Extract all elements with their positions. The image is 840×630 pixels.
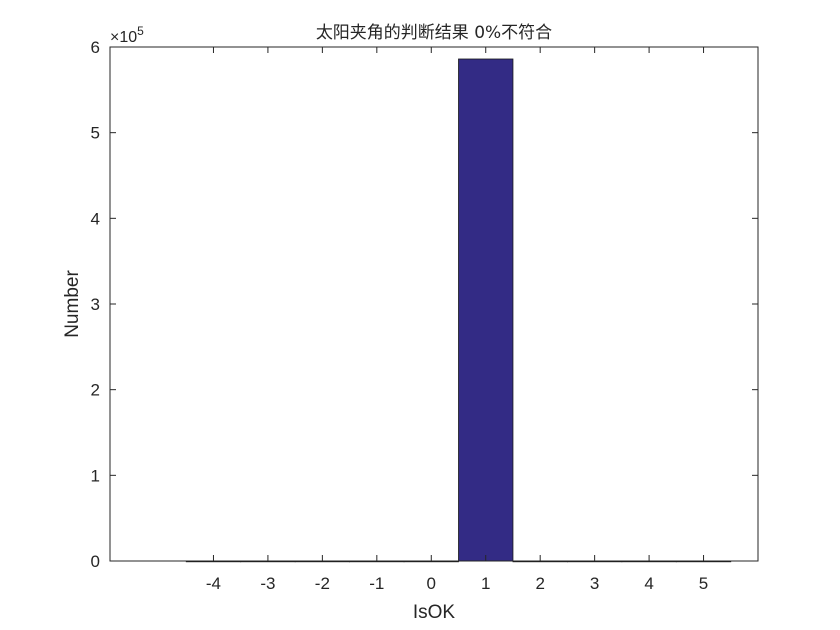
plot-area	[110, 47, 758, 561]
x-tick-label: -2	[315, 574, 330, 593]
y-tick-label: 0	[91, 552, 100, 571]
chart-title: 太阳夹角的判断结果 0%不符合	[316, 23, 552, 43]
y-exponent-power: 5	[137, 24, 144, 38]
x-tick-label: -1	[369, 574, 384, 593]
x-tick-label: 5	[699, 574, 708, 593]
x-tick-label: 1	[481, 574, 490, 593]
y-tick-label: 3	[91, 295, 100, 314]
x-tick-label: 2	[535, 574, 544, 593]
y-tick-label: 6	[91, 38, 100, 57]
x-tick-label: -4	[206, 574, 221, 593]
x-axis-label: IsOK	[413, 602, 456, 623]
x-ticks: -4 -3 -2 -1 0 1 2 3 4 5	[206, 47, 708, 593]
y-exponent-base: ×10	[110, 29, 137, 46]
y-exponent-label: ×105	[110, 24, 144, 46]
y-tick-label: 4	[91, 209, 100, 228]
x-tick-label: 0	[427, 574, 436, 593]
y-ticks: 0 1 2 3 4 5 6	[91, 38, 758, 571]
y-tick-label: 5	[91, 124, 100, 143]
bar-1	[458, 58, 514, 562]
x-tick-label: 3	[590, 574, 599, 593]
y-tick-label: 2	[91, 381, 100, 400]
x-tick-label: -3	[260, 574, 275, 593]
x-tick-label: 4	[644, 574, 653, 593]
y-tick-label: 1	[91, 466, 100, 485]
y-axis-label: Number	[62, 270, 83, 338]
